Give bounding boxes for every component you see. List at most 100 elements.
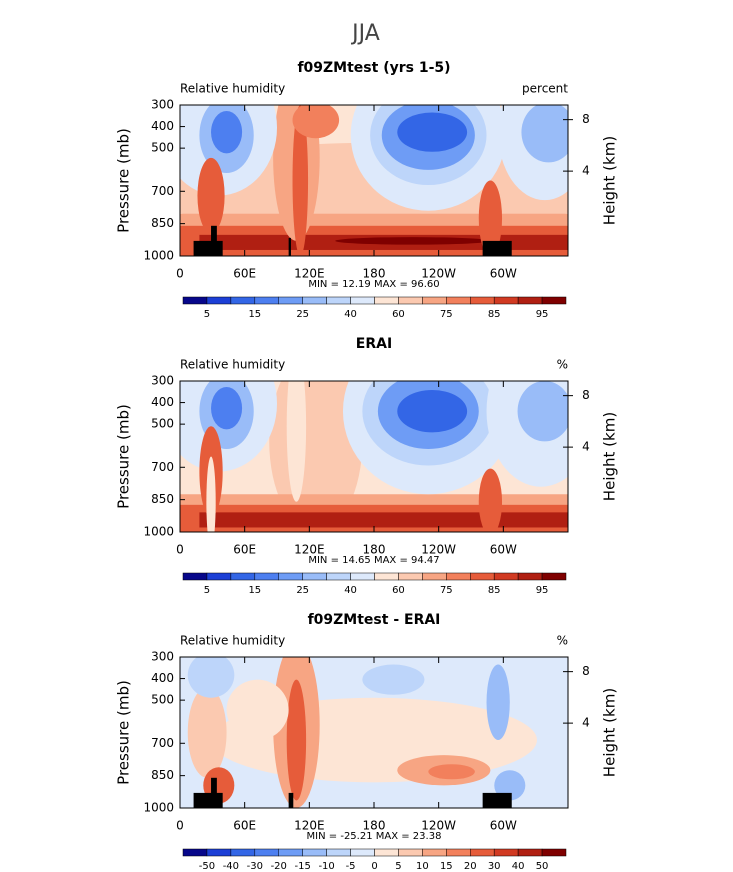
x-tick-label: 0 — [176, 543, 184, 557]
colorbar-box — [541, 296, 567, 305]
colorbar-label: 5 — [395, 861, 401, 872]
suptitle: JJA — [350, 21, 380, 46]
y-tick-label: 850 — [151, 216, 174, 230]
contour-fill — [197, 157, 225, 234]
contour-fill — [486, 664, 510, 741]
topography — [193, 240, 223, 256]
contour-fill — [211, 111, 243, 154]
colorbar-label: 15 — [248, 585, 261, 596]
y-axis-label: Pressure (mb) — [115, 680, 133, 785]
colorbar-box — [374, 572, 399, 581]
right-string: % — [557, 634, 568, 648]
topography — [211, 225, 217, 256]
y-tick-label: 400 — [151, 671, 174, 685]
contour-fill — [211, 387, 243, 430]
y-tick-label: 1000 — [143, 249, 174, 263]
colorbar-label: 95 — [536, 585, 549, 596]
topography — [482, 792, 512, 808]
colorbar-box — [254, 848, 279, 857]
colorbar-box — [278, 572, 303, 581]
colorbar-box — [230, 572, 256, 581]
colorbar-box — [278, 296, 303, 305]
x-tick-label: 120W — [421, 543, 456, 557]
colorbar-box — [493, 572, 519, 581]
colorbar-label: 15 — [440, 861, 453, 872]
colorbar-label: 25 — [296, 309, 309, 320]
colorbar-box — [302, 296, 327, 305]
colorbar-label: -15 — [295, 861, 311, 872]
y-tick-label: 300 — [151, 374, 174, 388]
left-string: Relative humidity — [180, 358, 285, 372]
y-tick-label: 850 — [151, 492, 174, 506]
colorbar-label: 95 — [536, 309, 549, 320]
y-tick-label: 400 — [151, 395, 174, 409]
y-tick-label: 400 — [151, 119, 174, 133]
contour-fill — [362, 664, 425, 695]
x-tick-label: 60E — [233, 267, 256, 281]
left-string: Relative humidity — [180, 634, 285, 648]
colorbar-label: -10 — [318, 861, 334, 872]
topography — [193, 792, 223, 808]
topography — [288, 237, 291, 256]
y-tick-label: 300 — [151, 650, 174, 664]
y2-tick-label: 4 — [582, 716, 590, 730]
colorbar-box — [398, 848, 423, 857]
colorbar-box — [374, 848, 399, 857]
colorbar-label: -50 — [199, 861, 215, 872]
x-tick-label: 180 — [363, 819, 386, 833]
topography — [211, 777, 217, 808]
y-tick-label: 500 — [151, 693, 174, 707]
colorbar-box — [422, 848, 447, 857]
y-tick-label: 700 — [151, 460, 174, 474]
left-string: Relative humidity — [180, 82, 285, 96]
x-tick-label: 120E — [294, 267, 325, 281]
y2-axis-label: Height (km) — [601, 688, 619, 777]
x-tick-label: 60E — [233, 543, 256, 557]
contour-fill — [478, 468, 503, 532]
topography — [288, 792, 294, 808]
contour-fill — [187, 657, 235, 698]
colorbar-box — [182, 296, 208, 305]
x-tick-label: 60E — [233, 819, 256, 833]
x-tick-label: 120W — [421, 819, 456, 833]
x-tick-label: 60W — [490, 543, 517, 557]
colorbar-label: 5 — [204, 585, 210, 596]
colorbar-label: 20 — [464, 861, 477, 872]
colorbar-box — [206, 296, 232, 305]
colorbar-box — [374, 296, 399, 305]
contour-fill — [187, 687, 227, 778]
y-tick-label: 850 — [151, 768, 174, 782]
colorbar-label: -30 — [247, 861, 263, 872]
colorbar-box — [517, 572, 543, 581]
colorbar-box — [350, 296, 375, 305]
colorbar-box — [517, 848, 543, 857]
colorbar-box — [326, 848, 351, 857]
y-tick-label: 1000 — [143, 801, 174, 815]
colorbar-box — [446, 848, 471, 857]
colorbar-label: 15 — [248, 309, 261, 320]
colorbar-label: -20 — [271, 861, 287, 872]
y2-tick-label: 8 — [582, 664, 590, 678]
colorbar-box — [326, 572, 351, 581]
colorbar-box — [422, 296, 447, 305]
colorbar-label: 85 — [488, 309, 501, 320]
x-tick-label: 120E — [294, 543, 325, 557]
colorbar-label: 40 — [512, 861, 525, 872]
colorbar-label: -40 — [223, 861, 239, 872]
contour-fill — [521, 105, 568, 163]
colorbar-box — [422, 572, 447, 581]
colorbar-box — [350, 848, 375, 857]
colorbar-box — [182, 572, 208, 581]
y2-tick-label: 4 — [582, 440, 590, 454]
y-tick-label: 700 — [151, 184, 174, 198]
contour-field — [180, 657, 568, 808]
y-tick-label: 500 — [151, 417, 174, 431]
y-tick-label: 1000 — [143, 525, 174, 539]
y2-tick-label: 8 — [582, 112, 590, 126]
y2-axis-label: Height (km) — [601, 412, 619, 501]
colorbar-label: 40 — [344, 585, 357, 596]
colorbar-box — [302, 848, 327, 857]
colorbar-box — [493, 848, 519, 857]
y2-tick-label: 8 — [582, 388, 590, 402]
